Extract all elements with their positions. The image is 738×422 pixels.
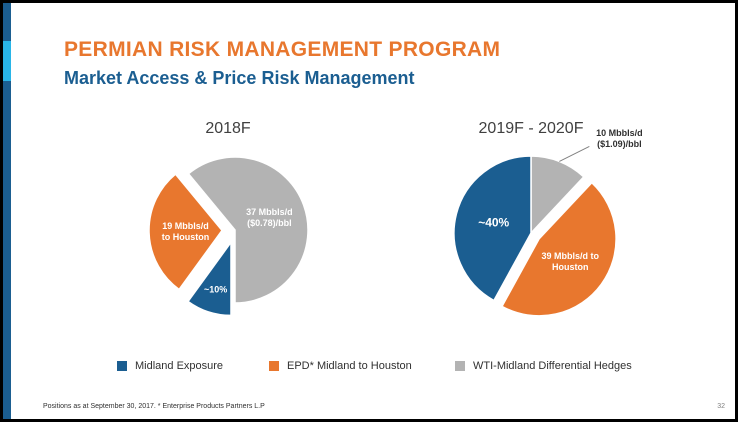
- legend: Midland Exposure EPD* Midland to Houston…: [3, 360, 735, 380]
- legend-label: EPD* Midland to Houston: [287, 360, 412, 372]
- legend-label: Midland Exposure: [135, 360, 224, 372]
- label-leader-line: [559, 145, 590, 162]
- page-number: 32: [717, 403, 725, 410]
- data-label-epd-midland-to-houston: Houston: [552, 262, 589, 272]
- pie-slice-epd-midland-to-houston: [148, 173, 223, 291]
- accent-bar: [3, 3, 11, 419]
- legend-swatch-epd-midland-to-houston: [269, 361, 279, 371]
- legend-swatch-wti-differential-hedges: [455, 361, 465, 371]
- footnote: Positions as at September 30, 2017. * En…: [43, 403, 265, 410]
- legend-item-wti-differential-hedges: WTI-Midland Differential Hedges: [455, 360, 632, 372]
- chart-title-2018f: 2018F: [205, 120, 251, 137]
- legend-swatch-midland-exposure: [117, 361, 127, 371]
- data-label-wti-midland-differential-hedges: ($0.78)/bbl: [247, 218, 292, 228]
- pie-charts: ~10% 19 Mbbls/dto Houston 37 Mbbls/d($0.78…: [148, 128, 643, 317]
- data-label-epd-midland-to-houston: to Houston: [162, 232, 210, 242]
- pie-slice-midland-exposure: [187, 240, 232, 317]
- legend-item-midland-exposure: Midland Exposure: [117, 360, 223, 372]
- data-label-wti-midland-differential-hedges: 37 Mbbls/d: [246, 207, 293, 217]
- pie-slice-wti-midland-differential-hedges: [187, 156, 309, 304]
- accent-bar-light-segment: [3, 3, 11, 41]
- legend-label: WTI-Midland Differential Hedges: [473, 360, 632, 372]
- accent-bar-highlight-segment: [3, 41, 11, 81]
- chart-title-2019f-2020f: 2019F - 2020F: [478, 120, 584, 137]
- pie-slice-midland-exposure: [453, 155, 532, 302]
- slide-subtitle: Market Access & Price Risk Management: [64, 68, 415, 88]
- data-label-midland-exposure: ~10%: [204, 285, 227, 295]
- data-label-wti-midland-differential-hedges: 10 Mbbls/d: [596, 128, 643, 138]
- data-label-epd-midland-to-houston: 39 Mbbls/d to: [541, 251, 599, 261]
- data-label-midland-exposure: ~40%: [478, 215, 509, 229]
- data-label-epd-midland-to-houston: 19 Mbbls/d: [162, 221, 209, 231]
- pie-slice-epd-midland-to-houston: [500, 181, 617, 317]
- data-label-wti-midland-differential-hedges: ($1.09)/bbl: [597, 139, 642, 149]
- legend-item-epd-midland-to-houston: EPD* Midland to Houston: [269, 360, 412, 372]
- slide-title: PERMIAN RISK MANAGEMENT PROGRAM: [64, 38, 501, 61]
